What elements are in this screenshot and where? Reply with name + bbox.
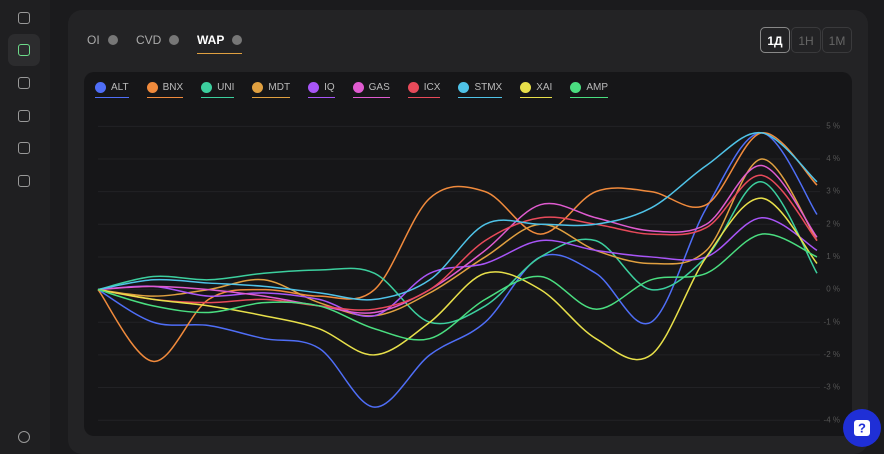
y-tick-label: 2 %	[826, 219, 840, 228]
legend-item[interactable]: XAI	[520, 82, 553, 98]
series-line	[97, 158, 818, 317]
series-line	[97, 164, 818, 314]
nav-icon[interactable]	[18, 44, 30, 56]
legend-item[interactable]: AMP	[570, 82, 609, 98]
nav-icon[interactable]	[18, 110, 30, 122]
timeframe[interactable]: 1M	[822, 27, 852, 53]
nav-icon[interactable]	[18, 175, 30, 187]
nav-icon[interactable]	[18, 77, 30, 89]
legend-icon	[201, 82, 213, 93]
legend-icon	[520, 82, 532, 93]
timeframe[interactable]: 1H	[791, 27, 821, 53]
y-tick-label: -1 %	[824, 317, 840, 326]
sidebar	[0, 0, 50, 454]
series-line	[97, 132, 818, 408]
legend-item[interactable]: BNX	[146, 82, 184, 98]
legend-item[interactable]: GAS	[352, 82, 390, 98]
help-button[interactable]: ?	[843, 409, 881, 447]
legend-label: STMX	[474, 82, 503, 93]
tab[interactable]: OI	[87, 33, 118, 47]
legend-label: BNX	[162, 82, 184, 93]
legend-item[interactable]: MDT	[252, 82, 291, 98]
legend-icon	[407, 82, 419, 93]
legend-item[interactable]: UNI	[201, 82, 235, 98]
y-tick-label: 4 %	[826, 154, 840, 163]
legend-icon	[95, 82, 106, 93]
series-line	[97, 233, 818, 341]
legend-icon	[458, 82, 470, 93]
help-icon[interactable]	[18, 431, 30, 443]
series-line	[97, 181, 818, 325]
legend-icon	[570, 82, 582, 93]
nav-icon[interactable]	[18, 142, 30, 154]
series-line	[97, 132, 818, 363]
legend-label: UNI	[217, 82, 235, 93]
y-tick-label: -4 %	[824, 415, 840, 424]
tab[interactable]: CVD	[136, 33, 180, 47]
y-tick-label: 5 %	[826, 121, 840, 130]
legend-icon	[252, 82, 264, 93]
legend: ALT BNX UNI MDT IQ GAS ICX STMX XAI AMP	[95, 82, 609, 98]
legend-label: XAI	[536, 82, 553, 93]
legend-label: MDT	[268, 82, 291, 93]
legend-label: IQ	[324, 82, 335, 93]
nav-icon[interactable]	[18, 12, 30, 24]
legend-item[interactable]: ALT	[95, 82, 129, 98]
legend-icon	[352, 82, 364, 93]
y-tick-label: -2 %	[824, 350, 840, 359]
legend-item[interactable]: STMX	[458, 82, 503, 98]
series-line	[97, 132, 818, 301]
nav-active[interactable]	[8, 34, 40, 66]
y-tick-label: -3 %	[824, 383, 840, 392]
legend-icon	[308, 82, 320, 93]
legend-item[interactable]: IQ	[308, 82, 335, 98]
series-line	[97, 174, 818, 311]
y-tick-label: 1 %	[826, 252, 840, 261]
timeframe-active[interactable]: 1Д	[760, 27, 790, 53]
y-tick-label: 0 %	[826, 285, 840, 294]
legend-label: ICX	[423, 82, 441, 93]
legend-label: GAS	[368, 82, 390, 93]
y-tick-label: 3 %	[826, 187, 840, 196]
legend-icon	[146, 82, 158, 93]
tab-active[interactable]: WAP	[197, 33, 243, 54]
legend-label: ALT	[111, 82, 129, 93]
series-line	[97, 197, 818, 361]
svg-text:?: ?	[858, 420, 866, 435]
legend-label: AMP	[586, 82, 609, 93]
legend-item[interactable]: ICX	[407, 82, 441, 98]
